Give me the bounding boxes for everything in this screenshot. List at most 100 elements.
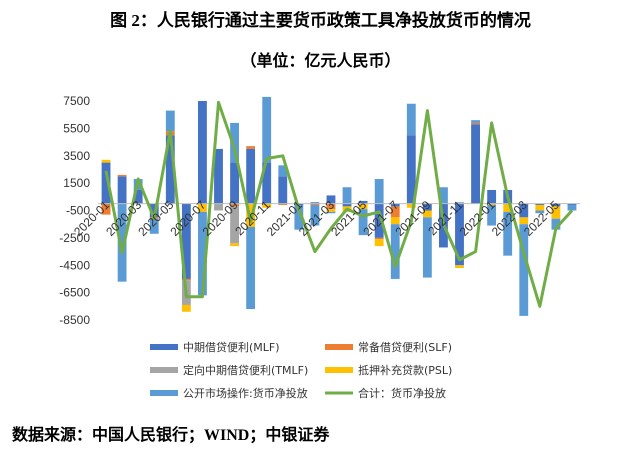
bar-mlf-2020-08 [214, 148, 223, 204]
bar-mlf-2020-07 [198, 101, 207, 204]
bar-mlf-2020-03 [133, 189, 143, 204]
bar-mlf-2022-06 [567, 203, 577, 206]
bar-psl-2021-11 [455, 265, 464, 268]
total-line-layer [104, 100, 574, 308]
legend-swatch [325, 344, 353, 350]
bar-mlf-2020-11 [262, 162, 272, 204]
legend-swatch [150, 390, 178, 396]
bar-slf-2020-12 [278, 203, 288, 206]
bar-omo-2022-02 [503, 211, 513, 256]
bar-omo-2022-03 [519, 224, 529, 316]
bar-psl-2021-09 [422, 210, 432, 218]
chart-title: 图 2：人民银行通过主要货币政策工具净投放货币的情况 [110, 11, 531, 30]
bar-omo-2020-12 [278, 165, 288, 177]
legend-item-omo: 公开市场操作:货币净投放 [150, 386, 308, 400]
bar-slf-2021-03 [326, 203, 336, 210]
bar-omo-2020-11 [262, 96, 272, 163]
bar-psl-2021-08 [406, 203, 416, 208]
bar-slf-2021-07 [390, 206, 400, 218]
bar-omo-2021-05 [358, 209, 368, 236]
bar-psl-2021-03 [326, 209, 336, 212]
bar-omo-2021-08 [406, 103, 416, 136]
bar-mlf-2020-09 [230, 162, 239, 204]
bar-mlf-2022-01 [487, 189, 497, 204]
bar-omo-2021-11 [455, 202, 464, 204]
legend-label: 中期借贷便利(MLF) [183, 340, 280, 354]
y-tick-label: 1500 [63, 176, 90, 190]
bar-mlf-2021-07 [390, 203, 400, 207]
bar-omo-2020-09 [230, 122, 239, 163]
bar-omo-2022-05 [551, 218, 561, 230]
chart-unit-subtitle: （单位：亿元人民币） [240, 53, 401, 70]
bar-psl-2022-02 [503, 203, 513, 212]
bar-mlf-2021-05 [358, 200, 368, 204]
bar-slf-2021-02 [310, 203, 320, 206]
bar-omo-2021-07 [390, 224, 400, 279]
bar-omo-2022-06 [567, 205, 577, 211]
bar-slf-2021-12 [471, 122, 480, 125]
legend-label: 公开市场操作:货币净投放 [183, 386, 308, 400]
legend-item-mlf: 中期借贷便利(MLF) [150, 340, 280, 354]
bar-mlf-2021-12 [471, 124, 480, 204]
legend-swatch [150, 344, 178, 350]
bar-tmlf-2020-09 [230, 206, 239, 244]
bar-mlf-2020-10 [246, 148, 256, 204]
bar-psl-2020-06 [181, 304, 191, 312]
y-tick-label: -6500 [59, 286, 90, 300]
bar-slf-2020-02 [117, 174, 127, 177]
y-tick-label: 3500 [63, 149, 90, 163]
bar-omo-2020-05 [165, 110, 175, 132]
bar-omo-2021-02 [310, 205, 320, 226]
y-tick-label: -4500 [59, 258, 90, 272]
bar-psl-2022-03 [519, 217, 529, 225]
bar-mlf-2021-09 [422, 203, 432, 211]
bar-slf-2020-09 [230, 203, 239, 207]
bar-psl-2021-06 [374, 239, 384, 247]
bar-psl-2021-05 [358, 203, 368, 210]
bar-omo-2021-03 [326, 211, 336, 214]
bar-mlf-2020-01 [101, 162, 111, 204]
bar-mlf-2021-02 [310, 202, 320, 204]
bar-omo-2020-07 [198, 211, 207, 296]
bar-slf-2020-10 [246, 146, 256, 149]
bar-omo-2022-04 [535, 210, 545, 214]
legend-label: 定向中期借贷便利(TMLF) [183, 363, 308, 377]
bar-mlf-2022-05 [551, 203, 561, 207]
bar-psl-2020-11 [262, 203, 272, 208]
legend-item-total: 合计：货币净投放 [325, 386, 446, 400]
series-line-total [104, 100, 574, 308]
legend-swatch [150, 367, 178, 373]
y-tick-label: 7500 [63, 94, 90, 108]
bar-mlf-2021-08 [406, 135, 416, 204]
bar-mlf-2021-06 [374, 203, 384, 238]
bar-mlf-2021-11 [455, 203, 464, 266]
bar-mlf-2020-06 [181, 203, 191, 279]
bar-psl-2022-05 [551, 206, 561, 219]
bar-mlf-2021-04 [342, 203, 352, 207]
legend-label: 合计：货币净投放 [358, 386, 446, 400]
bar-slf-2020-06 [181, 278, 191, 281]
bar-omo-2020-10 [246, 226, 256, 310]
bar-omo-2020-04 [149, 218, 159, 234]
bar-mlf-2022-04 [535, 203, 545, 206]
bar-mlf-2020-05 [165, 135, 175, 204]
bar-psl-2022-04 [535, 205, 545, 211]
bar-slf-2020-01 [101, 203, 111, 215]
bar-psl-2020-07 [198, 203, 207, 212]
bar-psl-2020-01 [101, 159, 111, 163]
bar-omo-2021-09 [422, 217, 432, 278]
bar-omo-2021-06 [374, 179, 384, 204]
legend-item-tmlf: 定向中期借贷便利(TMLF) [150, 363, 308, 377]
bar-psl-2021-07 [390, 217, 400, 225]
legend: 中期借贷便利(MLF) 常备借贷便利(SLF) 定向中期借贷便利(TMLF) 抵押补充… [150, 340, 452, 400]
bar-omo-2021-12 [471, 120, 480, 123]
bar-mlf-2021-03 [326, 195, 336, 204]
bar-omo-2022-01 [487, 205, 497, 226]
y-tick-label: 5500 [63, 121, 90, 135]
y-tick-label: -2500 [59, 231, 90, 245]
bar-slf-2021-06 [374, 237, 384, 240]
legend-item-psl: 抵押补充贷款(PSL) [325, 363, 452, 377]
bar-tmlf-2020-08 [214, 203, 223, 211]
legend-item-slf: 常备借贷便利(SLF) [325, 340, 452, 354]
